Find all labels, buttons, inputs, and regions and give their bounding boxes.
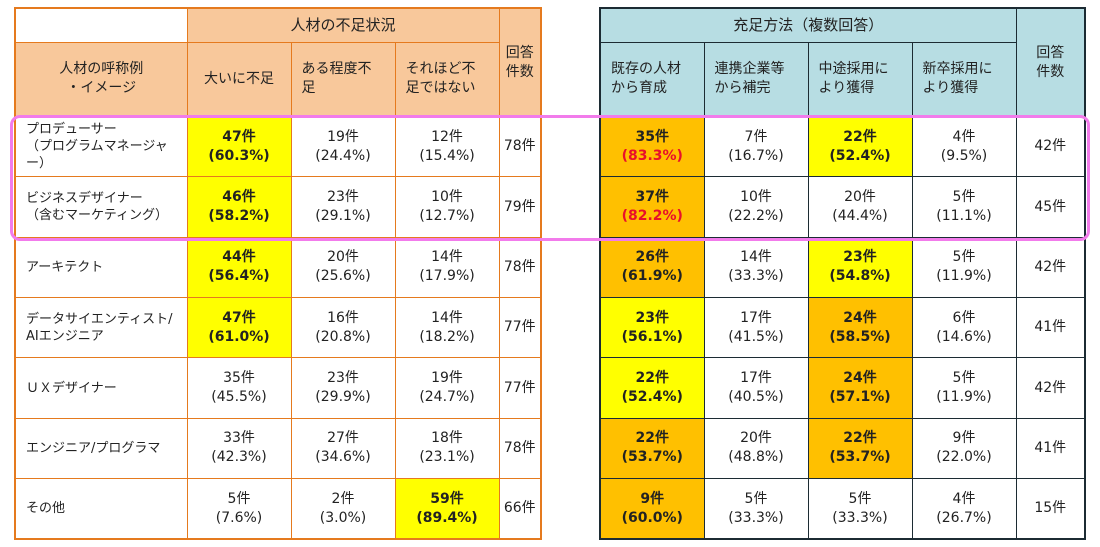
response-count-cell: 45件 <box>1015 176 1086 238</box>
role-header: 人材の呼称例 ・イメージ <box>14 41 188 118</box>
left-count-header: 回答 件数 <box>498 7 542 118</box>
fulfillment-value-cell: 9件 (60.0%) <box>599 478 705 540</box>
table-row: 22件 (52.4%) 17件 (40.5%) 24件 (57.1%) 5件 (11.9%) 4… <box>599 357 1086 419</box>
shortage-value-cell: 5件 (7.6%) <box>186 478 292 540</box>
response-count-cell: 41件 <box>1015 297 1086 359</box>
shortage-value-cell: 59件 (89.4%) <box>394 478 500 540</box>
response-count-cell: 42件 <box>1015 116 1086 178</box>
fulfillment-value-cell: 9件 (22.0%) <box>911 417 1017 480</box>
fulfillment-value-cell: 22件 (52.4%) <box>807 116 913 178</box>
fulfillment-value-cell: 37件 (82.2%) <box>599 176 705 238</box>
shortage-value-cell: 47件 (61.0%) <box>186 297 292 359</box>
shortage-group-header: 人材の不足状況 <box>186 7 500 43</box>
role-name-cell: プロデューサー （プログラムマネージャー） <box>14 116 188 178</box>
fulfillment-value-cell: 4件 (26.7%) <box>911 478 1017 540</box>
shortage-value-cell: 14件 (18.2%) <box>394 297 500 359</box>
fulfillment-value-cell: 5件 (33.3%) <box>807 478 913 540</box>
shortage-value-cell: 46件 (58.2%) <box>186 176 292 238</box>
shortage-value-cell: 18件 (23.1%) <box>394 417 500 480</box>
table-row: 26件 (61.9%) 14件 (33.3%) 23件 (54.8%) 5件 (11.9%) 4… <box>599 236 1086 299</box>
role-name-cell: ビジネスデザイナー （含むマーケティング） <box>14 176 188 238</box>
response-count-cell: 78件 <box>498 417 542 480</box>
shortage-value-cell: 33件 (42.3%) <box>186 417 292 480</box>
table-row: プロデューサー （プログラムマネージャー） 47件 (60.3%) 19件 (24.4%)… <box>14 116 542 178</box>
fulfillment-method-table: 充足方法（複数回答） 回答 件数 既存の人材 から育成 連携企業等 から補完 中途採用… <box>599 7 1087 540</box>
fulfillment-value-cell: 23件 (56.1%) <box>599 297 705 359</box>
fulfillment-value-cell: 4件 (9.5%) <box>911 116 1017 178</box>
table-row: その他 5件 (7.6%) 2件 (3.0%) 59件 (89.4%) 66件 <box>14 478 542 540</box>
fulfillment-value-cell: 17件 (41.5%) <box>703 297 809 359</box>
fulfillment-value-cell: 7件 (16.7%) <box>703 116 809 178</box>
response-count-cell: 79件 <box>498 176 542 238</box>
table-row: 22件 (53.7%) 20件 (48.8%) 22件 (53.7%) 9件 (22.0%) 4… <box>599 417 1086 480</box>
fulfillment-value-cell: 20件 (48.8%) <box>703 417 809 480</box>
role-name-cell: エンジニア/プログラマ <box>14 417 188 480</box>
fulfillment-value-cell: 22件 (53.7%) <box>599 417 705 480</box>
right-count-header: 回答 件数 <box>1015 7 1086 118</box>
shortage-value-cell: 23件 (29.9%) <box>290 357 396 419</box>
fulfillment-value-cell: 5件 (33.3%) <box>703 478 809 540</box>
fulfillment-value-cell: 14件 (33.3%) <box>703 236 809 299</box>
col-header-mid-career-hire: 中途採用に より獲得 <box>807 41 913 118</box>
col-header-not-much-shortage: それほど不 足ではない <box>394 41 500 118</box>
fulfillment-value-cell: 5件 (11.9%) <box>911 236 1017 299</box>
response-count-cell: 77件 <box>498 357 542 419</box>
fulfillment-value-cell: 20件 (44.4%) <box>807 176 913 238</box>
fulfillment-value-cell: 23件 (54.8%) <box>807 236 913 299</box>
response-count-cell: 42件 <box>1015 236 1086 299</box>
fulfillment-value-cell: 6件 (14.6%) <box>911 297 1017 359</box>
fulfillment-value-cell: 24件 (57.1%) <box>807 357 913 419</box>
shortage-value-cell: 19件 (24.4%) <box>290 116 396 178</box>
fulfillment-value-cell: 5件 (11.1%) <box>911 176 1017 238</box>
shortage-value-cell: 23件 (29.1%) <box>290 176 396 238</box>
role-name-cell: アーキテクト <box>14 236 188 299</box>
shortage-value-cell: 44件 (56.4%) <box>186 236 292 299</box>
table-row: 37件 (82.2%) 10件 (22.2%) 20件 (44.4%) 5件 (11.1%) 4… <box>599 176 1086 238</box>
shortage-value-cell: 14件 (17.9%) <box>394 236 500 299</box>
table-row: アーキテクト 44件 (56.4%) 20件 (25.6%) 14件 (17.9%) 78件 <box>14 236 542 299</box>
fulfillment-value-cell: 24件 (58.5%) <box>807 297 913 359</box>
table-row: ＵＸデザイナー 35件 (45.5%) 23件 (29.9%) 19件 (24.7%) 77件 <box>14 357 542 419</box>
fulfillment-value-cell: 10件 (22.2%) <box>703 176 809 238</box>
response-count-cell: 77件 <box>498 297 542 359</box>
response-count-cell: 78件 <box>498 116 542 178</box>
fulfillment-value-cell: 35件 (83.3%) <box>599 116 705 178</box>
shortage-value-cell: 35件 (45.5%) <box>186 357 292 419</box>
table-row: エンジニア/プログラマ 33件 (42.3%) 27件 (34.6%) 18件 (23.1%… <box>14 417 542 480</box>
response-count-cell: 42件 <box>1015 357 1086 419</box>
col-header-great-shortage: 大いに不足 <box>186 41 292 118</box>
col-header-some-shortage: ある程度不足 <box>290 41 396 118</box>
col-header-partner-supplement: 連携企業等 から補完 <box>703 41 809 118</box>
response-count-cell: 41件 <box>1015 417 1086 480</box>
role-name-cell: ＵＸデザイナー <box>14 357 188 419</box>
shortage-value-cell: 27件 (34.6%) <box>290 417 396 480</box>
fulfillment-value-cell: 17件 (40.5%) <box>703 357 809 419</box>
shortage-value-cell: 10件 (12.7%) <box>394 176 500 238</box>
blank-corner <box>15 8 187 42</box>
table-row: データサイエンティスト/AIエンジニア 47件 (61.0%) 16件 (20.8%) 1… <box>14 297 542 359</box>
fulfillment-value-cell: 26件 (61.9%) <box>599 236 705 299</box>
col-header-new-grad-hire: 新卒採用に より獲得 <box>911 41 1017 118</box>
response-count-cell: 15件 <box>1015 478 1086 540</box>
fulfillment-value-cell: 5件 (11.9%) <box>911 357 1017 419</box>
fulfillment-group-header: 充足方法（複数回答） <box>599 7 1017 43</box>
shortage-value-cell: 47件 (60.3%) <box>186 116 292 178</box>
fulfillment-value-cell: 22件 (52.4%) <box>599 357 705 419</box>
table-row: 35件 (83.3%) 7件 (16.7%) 22件 (52.4%) 4件 (9.5%) 42件 <box>599 116 1086 178</box>
shortage-value-cell: 16件 (20.8%) <box>290 297 396 359</box>
table-row: 9件 (60.0%) 5件 (33.3%) 5件 (33.3%) 4件 (26.7%) 15件 <box>599 478 1086 540</box>
table-row: ビジネスデザイナー （含むマーケティング） 46件 (58.2%) 23件 (29.1%)… <box>14 176 542 238</box>
shortage-value-cell: 20件 (25.6%) <box>290 236 396 299</box>
fulfillment-value-cell: 22件 (53.7%) <box>807 417 913 480</box>
role-name-cell: データサイエンティスト/AIエンジニア <box>14 297 188 359</box>
table-row: 23件 (56.1%) 17件 (41.5%) 24件 (58.5%) 6件 (14.6%) 4… <box>599 297 1086 359</box>
shortage-status-table: 人材の不足状況 回答 件数 人材の呼称例 ・イメージ 大いに不足 ある程度不足 それ… <box>14 7 543 540</box>
shortage-value-cell: 12件 (15.4%) <box>394 116 500 178</box>
shortage-value-cell: 19件 (24.7%) <box>394 357 500 419</box>
role-name-cell: その他 <box>14 478 188 540</box>
shortage-value-cell: 2件 (3.0%) <box>290 478 396 540</box>
response-count-cell: 66件 <box>498 478 542 540</box>
response-count-cell: 78件 <box>498 236 542 299</box>
col-header-train-existing: 既存の人材 から育成 <box>599 41 705 118</box>
